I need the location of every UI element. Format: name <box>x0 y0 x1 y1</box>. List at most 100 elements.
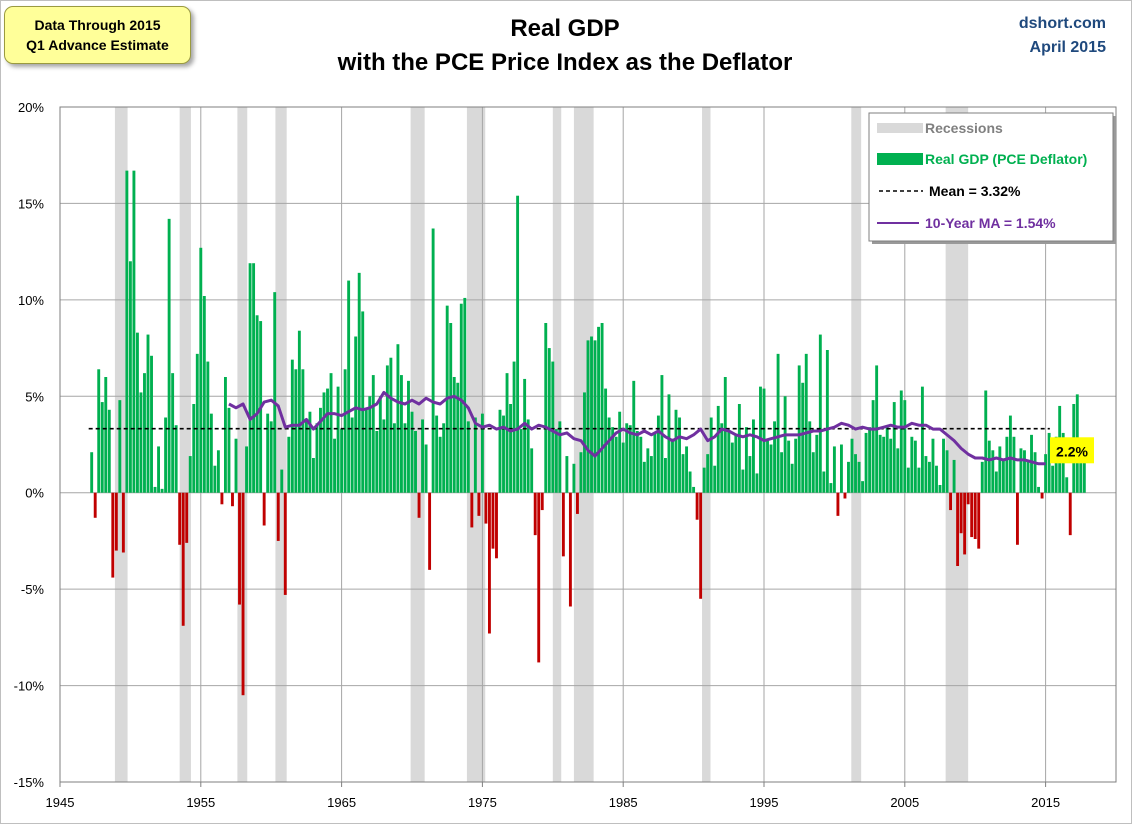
gdp-bar <box>340 429 344 493</box>
gdp-bar <box>308 411 312 493</box>
gdp-bar <box>857 461 861 493</box>
gdp-bar <box>1079 450 1083 493</box>
gdp-bar <box>868 427 872 493</box>
gdp-bar <box>311 458 315 493</box>
recession-band <box>410 107 425 782</box>
gdp-bar <box>847 461 850 493</box>
gdp-bar <box>473 417 477 493</box>
gdp-bar <box>375 431 379 493</box>
x-tick-label: 1965 <box>327 795 356 810</box>
gdp-bar <box>783 396 787 493</box>
gdp-bar <box>931 438 935 493</box>
gdp-bar <box>597 326 601 493</box>
gdp-bar <box>354 336 358 493</box>
gdp-bar <box>899 390 903 493</box>
gdp-bar <box>949 492 953 511</box>
gdp-bar <box>209 413 213 493</box>
gdp-bar <box>885 427 889 493</box>
y-tick-label: -5% <box>21 582 45 597</box>
gdp-bar <box>487 492 491 634</box>
gdp-bar <box>649 456 653 493</box>
gdp-bar <box>174 425 178 493</box>
gdp-bar <box>273 292 277 493</box>
gdp-bar <box>706 454 710 493</box>
gdp-bar <box>829 483 833 493</box>
gdp-bar <box>977 492 981 549</box>
gdp-bar <box>1019 448 1023 493</box>
gdp-bar <box>146 334 150 493</box>
gdp-bar <box>139 392 143 493</box>
gdp-bar <box>350 417 354 493</box>
gdp-bar <box>399 375 403 493</box>
gdp-bar <box>618 411 622 493</box>
gdp-bar <box>604 388 608 493</box>
gdp-bar <box>572 463 576 493</box>
gdp-bar <box>414 431 417 493</box>
gdp-bar <box>1033 452 1037 493</box>
gdp-bar <box>280 469 284 493</box>
gdp-bar <box>751 419 755 493</box>
gdp-bar <box>804 353 808 493</box>
gdp-bar <box>1026 459 1030 493</box>
gdp-bar <box>678 417 681 493</box>
gdp-bar <box>378 396 382 493</box>
gdp-bar <box>723 377 727 493</box>
gdp-bar <box>178 492 182 545</box>
gdp-bar <box>906 467 910 493</box>
gdp-bar <box>164 417 168 493</box>
gdp-bar <box>1082 450 1086 493</box>
gdp-bar <box>593 340 597 493</box>
gdp-bar <box>646 448 650 493</box>
gdp-bar <box>276 492 280 541</box>
recession-band <box>851 107 862 782</box>
gdp-bar <box>107 409 111 493</box>
gdp-bar <box>607 417 611 493</box>
gdp-bar <box>97 369 101 493</box>
gdp-bar <box>403 423 407 493</box>
callout-label: 2.2% <box>1056 443 1088 459</box>
gdp-bar <box>790 463 794 493</box>
gdp-bar <box>223 377 227 493</box>
x-tick-label: 1985 <box>609 795 638 810</box>
gdp-bar <box>920 386 924 493</box>
gdp-bar <box>713 465 717 493</box>
gdp-bar <box>227 407 231 493</box>
gdp-bar <box>121 492 125 553</box>
gdp-bar <box>322 392 326 493</box>
gdp-bar <box>639 436 643 493</box>
gdp-bar <box>417 492 421 518</box>
chart-title: Real GDP with the PCE Price Index as the… <box>260 12 870 80</box>
gdp-bar <box>283 492 287 595</box>
y-tick-label: 10% <box>18 293 44 308</box>
source-site: dshort.com <box>1018 15 1106 32</box>
gdp-bar <box>304 419 308 493</box>
gdp-bar <box>861 481 865 493</box>
y-tick-label: -15% <box>14 775 45 790</box>
gdp-bar <box>896 448 900 493</box>
gdp-bar <box>389 357 393 493</box>
gdp-bar <box>681 454 685 493</box>
gdp-bar <box>206 361 210 493</box>
gdp-bar <box>818 334 822 493</box>
gdp-bar <box>952 459 956 493</box>
gdp-bar <box>892 402 896 493</box>
gdp-bar <box>663 458 667 493</box>
gdp-bar <box>364 409 368 493</box>
gdp-bar <box>554 429 558 493</box>
gdp-bar <box>998 446 1002 493</box>
gdp-bar <box>216 450 220 493</box>
gdp-bar <box>90 452 94 493</box>
x-tick-label: 1945 <box>46 795 75 810</box>
x-tick-label: 1995 <box>750 795 779 810</box>
recession-band <box>237 107 248 782</box>
gdp-bar <box>1051 465 1055 493</box>
gdp-bar <box>248 263 252 493</box>
gdp-bar <box>333 438 337 493</box>
y-tick-label: 15% <box>18 196 44 211</box>
gdp-bar <box>125 170 129 493</box>
gdp-bar <box>537 492 541 663</box>
gdp-bar <box>1008 415 1012 493</box>
gdp-bar <box>590 336 593 493</box>
gdp-bar <box>160 488 164 493</box>
legend-box <box>868 112 1114 242</box>
